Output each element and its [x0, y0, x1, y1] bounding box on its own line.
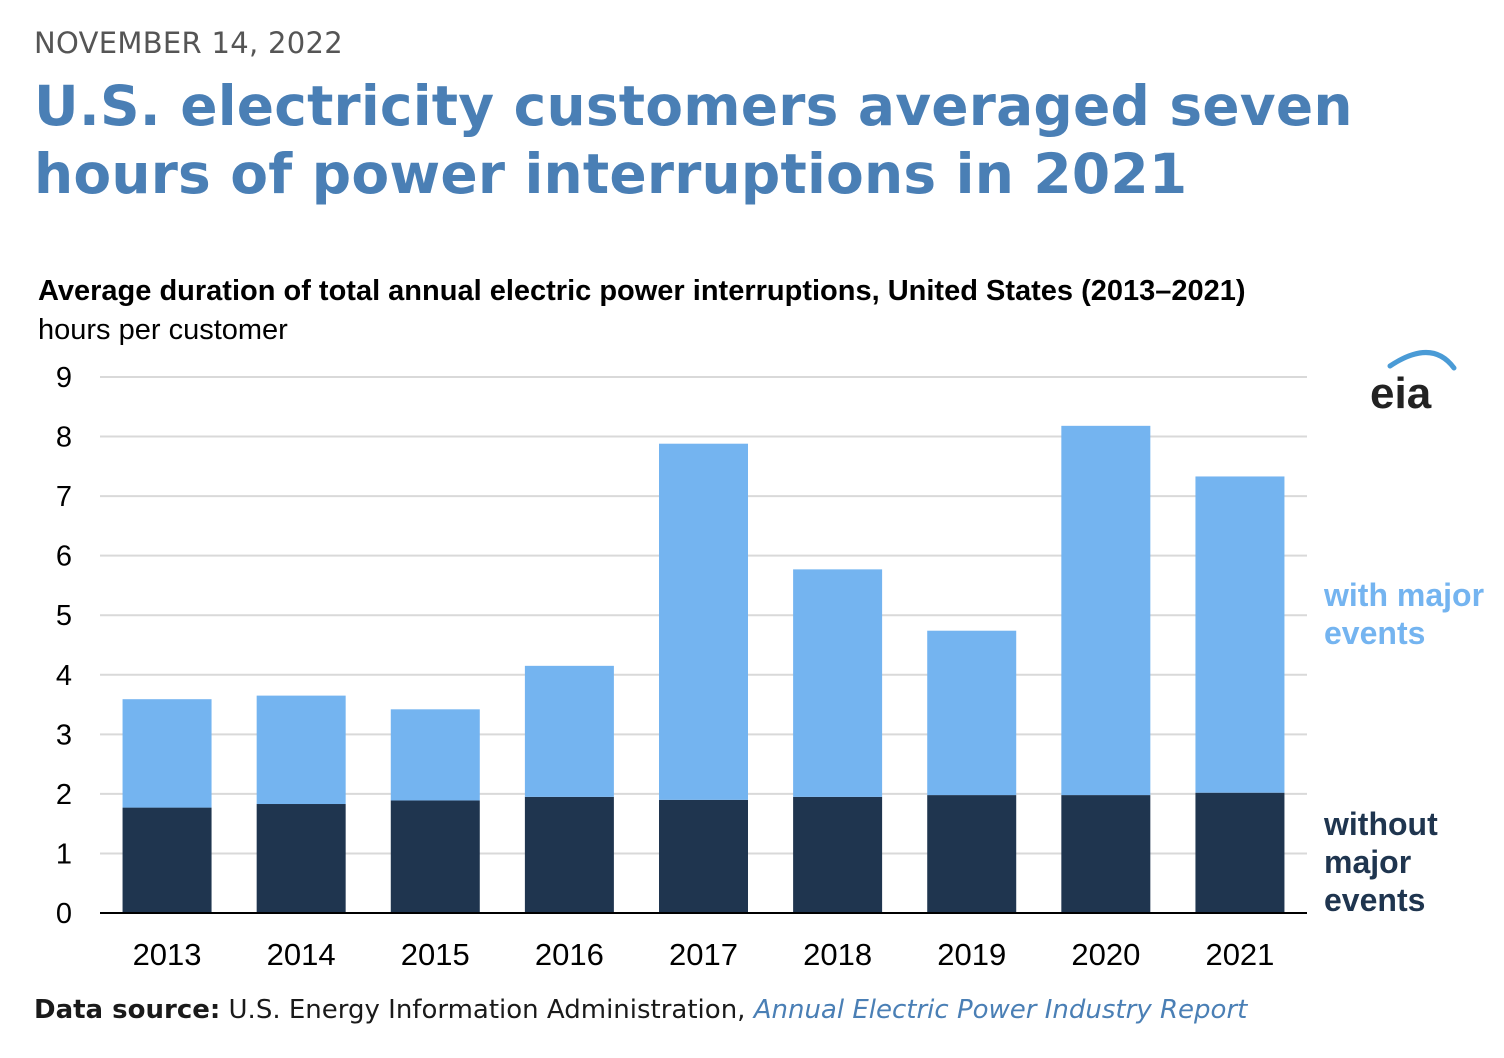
bar-with-major-events: [390, 709, 480, 801]
bar-without-major-events: [256, 804, 346, 913]
bar-without-major-events: [524, 796, 614, 913]
chart-title: Average duration of total annual electri…: [38, 275, 1246, 307]
legend-without-major-events: without major events: [1324, 805, 1438, 919]
y-tick-label: 5: [56, 600, 72, 632]
bar-with-major-events: [1061, 425, 1151, 796]
bar-with-major-events: [927, 630, 1017, 796]
data-source-label: Data source:: [34, 995, 221, 1025]
legend-line: major: [1324, 844, 1412, 880]
bar-without-major-events: [122, 807, 212, 913]
bar-without-major-events: [390, 800, 480, 913]
legend-with-major-events: with major events: [1324, 576, 1484, 652]
x-tick-label: 2020: [1071, 937, 1140, 972]
bar-with-major-events: [659, 443, 748, 800]
x-tick-label: 2013: [133, 937, 202, 972]
y-tick-label: 6: [56, 541, 72, 573]
legend-line: events: [1324, 615, 1426, 651]
legend-line: events: [1324, 882, 1426, 918]
bar-without-major-events: [659, 799, 748, 913]
bar-with-major-events: [256, 695, 346, 805]
bar-with-major-events: [122, 699, 212, 808]
eia-logo-text: eia: [1370, 369, 1432, 418]
y-tick-label: 3: [56, 719, 72, 751]
data-source-text: U.S. Energy Information Administration,: [220, 995, 754, 1025]
data-source: Data source: U.S. Energy Information Adm…: [34, 995, 1247, 1025]
y-tick-label: 9: [56, 362, 72, 394]
x-tick-label: 2015: [401, 937, 470, 972]
page-headline: U.S. electricity customers averaged seve…: [34, 74, 1353, 206]
x-tick-label: 2018: [803, 937, 872, 972]
legend-line: with major: [1324, 577, 1485, 613]
y-axis-unit-label: hours per customer: [38, 314, 288, 346]
bar-without-major-events: [793, 796, 883, 913]
y-tick-label: 2: [56, 779, 72, 811]
x-tick-label: 2021: [1205, 937, 1274, 972]
x-tick-label: 2014: [267, 937, 336, 972]
x-tick-label: 2017: [669, 937, 738, 972]
y-tick-label: 7: [56, 481, 72, 513]
y-tick-label: 0: [56, 898, 72, 930]
y-tick-label: 8: [56, 422, 72, 454]
x-tick-label: 2019: [937, 937, 1006, 972]
x-tick-label: 2016: [535, 937, 604, 972]
bar-with-major-events: [793, 569, 883, 797]
bar-without-major-events: [1061, 795, 1151, 913]
y-tick-label: 1: [56, 838, 72, 870]
bar-with-major-events: [524, 665, 614, 797]
publication-date: NOVEMBER 14, 2022: [34, 26, 344, 60]
bar-without-major-events: [1195, 792, 1285, 913]
bar-without-major-events: [927, 795, 1017, 913]
legend-line: without: [1324, 806, 1438, 842]
data-source-link[interactable]: Annual Electric Power Industry Report: [753, 995, 1248, 1025]
eia-logo: eia: [1370, 350, 1457, 418]
y-tick-label: 4: [56, 660, 72, 692]
bar-with-major-events: [1195, 476, 1285, 793]
